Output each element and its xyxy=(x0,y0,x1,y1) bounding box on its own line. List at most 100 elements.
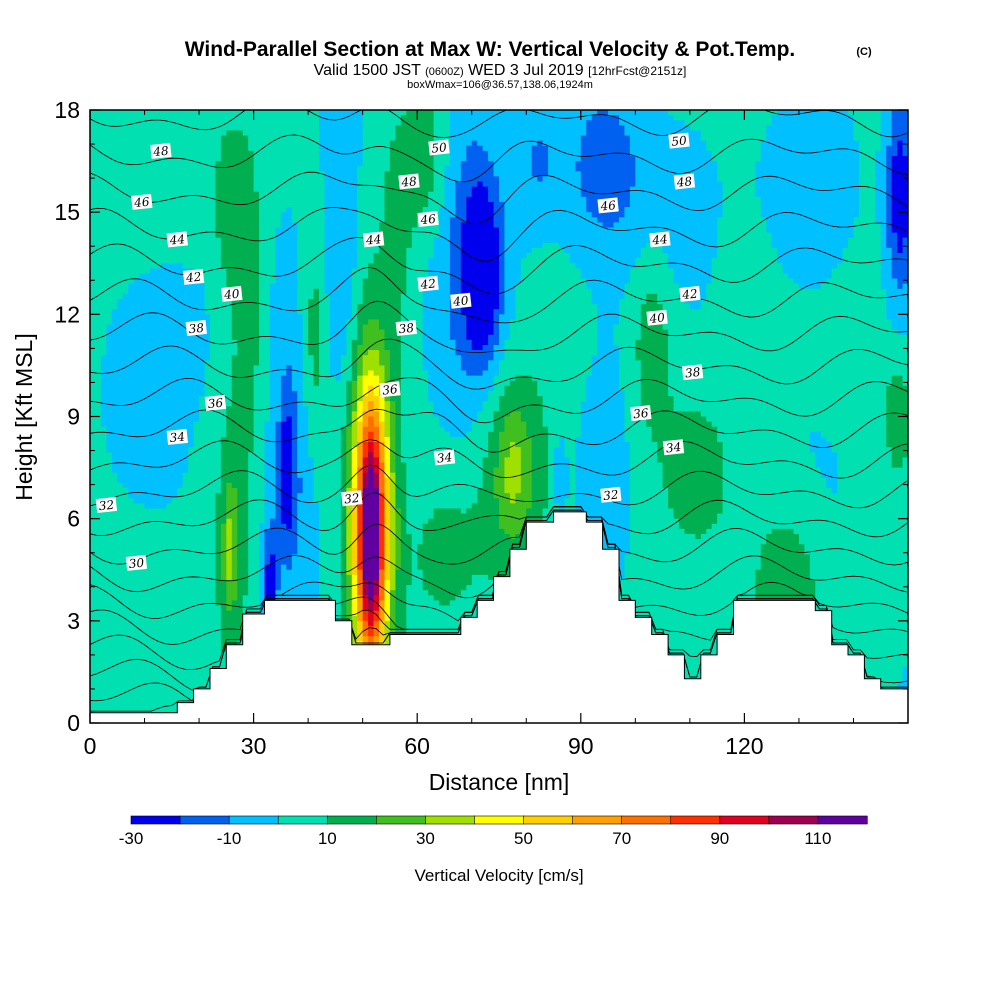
velocity-cell xyxy=(755,166,762,172)
velocity-cell xyxy=(537,222,544,229)
velocity-cell xyxy=(319,161,326,167)
velocity-cell xyxy=(782,273,789,280)
velocity-cell xyxy=(297,110,304,116)
velocity-cell xyxy=(891,191,898,198)
velocity-cell xyxy=(766,120,773,126)
velocity-cell xyxy=(280,110,287,116)
velocity-cell xyxy=(171,155,178,162)
velocity-cell xyxy=(379,115,386,121)
velocity-cell xyxy=(815,222,822,229)
velocity-cell xyxy=(717,212,724,218)
velocity-cell xyxy=(548,145,555,152)
velocity-cell xyxy=(842,201,849,208)
velocity-cell xyxy=(139,150,146,157)
velocity-cell xyxy=(651,191,658,198)
velocity-cell xyxy=(558,166,566,172)
velocity-cell xyxy=(313,227,320,234)
velocity-cell xyxy=(122,201,129,208)
velocity-cell xyxy=(177,247,184,254)
velocity-cell xyxy=(428,130,435,137)
copyright-mark: (C) xyxy=(856,46,872,58)
velocity-cell xyxy=(793,222,800,229)
velocity-cell xyxy=(264,186,271,193)
velocity-cell xyxy=(286,155,293,162)
velocity-cell xyxy=(657,166,664,172)
velocity-cell xyxy=(166,166,173,172)
velocity-cell xyxy=(749,150,756,157)
velocity-cell xyxy=(329,181,336,188)
velocity-cell xyxy=(209,201,217,208)
velocity-cell xyxy=(269,166,277,172)
velocity-cell xyxy=(357,155,364,162)
velocity-cell xyxy=(515,110,522,116)
velocity-cell xyxy=(422,196,429,203)
velocity-cell xyxy=(362,150,369,157)
velocity-cell xyxy=(635,161,642,167)
velocity-cell xyxy=(728,237,735,244)
velocity-cell xyxy=(313,125,320,132)
velocity-cell xyxy=(515,171,522,178)
velocity-cell xyxy=(139,120,146,126)
velocity-cell xyxy=(449,176,456,183)
velocity-cell xyxy=(117,171,124,178)
velocity-cell xyxy=(379,161,386,167)
velocity-cell xyxy=(668,181,675,188)
velocity-cell xyxy=(264,130,271,137)
velocity-cell xyxy=(738,196,745,203)
velocity-cell xyxy=(346,232,353,239)
velocity-cell xyxy=(902,186,908,193)
velocity-cell xyxy=(455,196,462,203)
velocity-cell xyxy=(891,171,898,178)
velocity-cell xyxy=(171,196,178,203)
velocity-cell xyxy=(90,125,97,132)
velocity-cell xyxy=(237,120,244,126)
velocity-cell xyxy=(608,263,615,269)
velocity-cell xyxy=(826,242,833,249)
velocity-cell xyxy=(635,155,642,162)
velocity-cell xyxy=(106,278,113,285)
velocity-cell xyxy=(346,207,353,213)
velocity-cell xyxy=(804,196,811,203)
velocity-cell xyxy=(891,150,898,157)
velocity-cell xyxy=(106,125,113,132)
velocity-cell xyxy=(717,237,724,244)
velocity-cell xyxy=(586,201,593,208)
velocity-cell xyxy=(646,263,653,269)
velocity-cell xyxy=(749,227,756,234)
velocity-cell xyxy=(444,268,451,275)
velocity-cell xyxy=(160,242,167,249)
velocity-cell xyxy=(733,196,740,203)
velocity-cell xyxy=(319,263,326,269)
velocity-cell xyxy=(815,253,822,259)
velocity-cell xyxy=(90,166,97,172)
velocity-cell xyxy=(717,201,724,208)
velocity-cell xyxy=(111,110,118,116)
velocity-cell xyxy=(319,237,326,244)
velocity-cell xyxy=(226,237,233,244)
velocity-cell xyxy=(122,120,129,126)
velocity-cell xyxy=(788,227,795,234)
velocity-cell xyxy=(111,130,118,137)
velocity-cell xyxy=(471,140,478,147)
velocity-cell xyxy=(624,237,631,244)
velocity-cell xyxy=(520,273,527,280)
velocity-cell xyxy=(858,253,865,259)
velocity-cell xyxy=(717,227,724,234)
velocity-cell xyxy=(700,150,707,157)
velocity-cell xyxy=(253,227,260,234)
velocity-cell xyxy=(155,161,162,167)
velocity-cell xyxy=(706,207,713,213)
velocity-cell xyxy=(449,222,456,229)
velocity-cell xyxy=(188,155,195,162)
velocity-cell xyxy=(548,186,555,193)
velocity-cell xyxy=(384,222,391,229)
velocity-cell xyxy=(329,217,336,223)
velocity-cell xyxy=(259,222,266,229)
velocity-cell xyxy=(509,217,516,223)
velocity-cell xyxy=(864,191,871,198)
velocity-cell xyxy=(389,191,396,198)
velocity-cell xyxy=(389,125,396,132)
velocity-cell xyxy=(253,253,260,259)
velocity-cell xyxy=(755,207,762,213)
velocity-cell xyxy=(155,115,162,121)
